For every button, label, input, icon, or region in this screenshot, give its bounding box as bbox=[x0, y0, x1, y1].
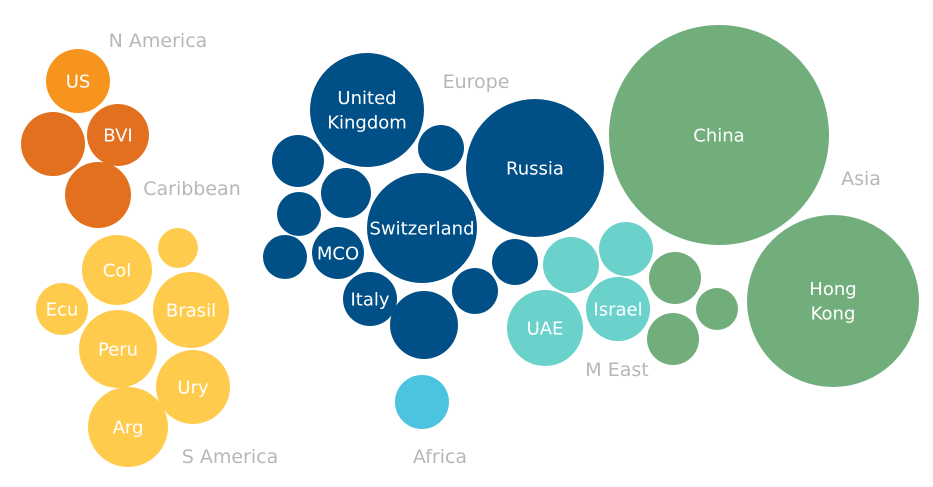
bubble-hong-kong: Hong Kong bbox=[747, 215, 919, 387]
bubble-ecu: Ecu bbox=[36, 283, 88, 335]
bubble-peru: Peru bbox=[79, 310, 157, 388]
bubble-label: Hong Kong bbox=[809, 279, 856, 324]
bubble-label: Brasil bbox=[166, 300, 216, 321]
bubble-us: US bbox=[46, 49, 110, 113]
bubble-asia-32 bbox=[696, 288, 738, 330]
bubble-label: United Kingdom bbox=[327, 88, 407, 133]
region-label-africa: Africa bbox=[413, 446, 467, 468]
bubble-col: Col bbox=[82, 235, 152, 305]
bubble-label: Ury bbox=[177, 377, 209, 398]
bubble-circle bbox=[156, 350, 230, 424]
bubble-caribbean-1 bbox=[21, 112, 85, 176]
bubble-label: Israel bbox=[593, 299, 642, 320]
bubble-label: Russia bbox=[506, 158, 564, 179]
bubble-circle bbox=[65, 162, 131, 228]
bubble-asia-31 bbox=[649, 252, 701, 304]
bubble-africa-24 bbox=[395, 375, 449, 429]
bubble-asia-33 bbox=[647, 313, 699, 365]
bubble-label: Italy bbox=[350, 289, 389, 310]
bubble-europe-15 bbox=[277, 192, 321, 236]
bubble-label: Ecu bbox=[46, 299, 79, 320]
bubble-united-kingdom: United Kingdom bbox=[310, 53, 424, 167]
bubble-circle bbox=[507, 290, 583, 366]
bubble-circle bbox=[390, 291, 458, 359]
bubble-label: Arg bbox=[113, 417, 144, 438]
bubble-label: Col bbox=[103, 260, 132, 281]
bubble-label: MCO bbox=[317, 243, 359, 264]
bubble-circle bbox=[310, 53, 424, 167]
bubble-caribbean-3 bbox=[65, 162, 131, 228]
region-label-north-america: N America bbox=[109, 30, 208, 52]
bubble-israel: Israel bbox=[586, 277, 650, 341]
bubble-label: China bbox=[693, 125, 744, 146]
bubble-circle bbox=[649, 252, 701, 304]
bubble-circle bbox=[21, 112, 85, 176]
bubble-europe-12 bbox=[418, 125, 464, 171]
bubble-circle bbox=[466, 99, 604, 237]
bubble-circle bbox=[696, 288, 738, 330]
bubble-circle bbox=[586, 277, 650, 341]
bubble-label: Switzerland bbox=[370, 218, 475, 239]
bubble-china: China bbox=[609, 25, 829, 245]
region-label-south-america: S America bbox=[182, 446, 278, 468]
bubble-circle bbox=[747, 215, 919, 387]
bubble-circle bbox=[492, 239, 538, 285]
bubble-south-america-4 bbox=[158, 228, 198, 268]
bubble-circle bbox=[609, 25, 829, 245]
bubble-europe-14 bbox=[321, 168, 371, 218]
bubbles-layer: US BVI Col Ecu Brasil Peru Ury Arg United Kingdom… bbox=[21, 25, 919, 467]
bubble-circle bbox=[153, 272, 229, 348]
bubble-circle bbox=[543, 237, 599, 293]
bubble-brasil: Brasil bbox=[153, 272, 229, 348]
bubble-circle bbox=[82, 235, 152, 305]
bubble-europe-13 bbox=[272, 135, 324, 187]
bubble-circle bbox=[321, 168, 371, 218]
bubble-uae: UAE bbox=[507, 290, 583, 366]
bubble-bvi: BVI bbox=[87, 104, 149, 166]
bubble-italy: Italy bbox=[343, 272, 397, 326]
bubble-circle bbox=[88, 387, 168, 467]
bubble-switzerland: Switzerland bbox=[367, 173, 477, 283]
bubble-middle-east-26 bbox=[599, 222, 653, 276]
bubble-mco: MCO bbox=[312, 227, 364, 279]
region-label-caribbean: Caribbean bbox=[143, 178, 241, 200]
region-labels-layer: N America Caribbean S America Europe Africa M… bbox=[109, 30, 881, 468]
bubble-europe-21 bbox=[492, 239, 538, 285]
bubble-europe-20 bbox=[452, 268, 498, 314]
bubble-circle bbox=[263, 235, 307, 279]
bubble-label: US bbox=[66, 71, 91, 92]
bubble-circle bbox=[367, 173, 477, 283]
bubble-label: BVI bbox=[103, 125, 132, 146]
region-label-middle-east: M East bbox=[585, 359, 648, 381]
bubble-circle bbox=[46, 49, 110, 113]
region-label-asia: Asia bbox=[841, 168, 881, 190]
bubble-circle bbox=[79, 310, 157, 388]
bubble-circle bbox=[599, 222, 653, 276]
bubble-circle bbox=[395, 375, 449, 429]
bubble-circle bbox=[452, 268, 498, 314]
bubble-circle bbox=[277, 192, 321, 236]
bubble-europe-22 bbox=[390, 291, 458, 359]
bubble-arg: Arg bbox=[88, 387, 168, 467]
bubble-circle bbox=[87, 104, 149, 166]
bubble-circle bbox=[343, 272, 397, 326]
bubble-circle bbox=[312, 227, 364, 279]
bubble-russia: Russia bbox=[466, 99, 604, 237]
bubble-label: Peru bbox=[98, 339, 138, 360]
bubble-ury: Ury bbox=[156, 350, 230, 424]
bubble-middle-east-25 bbox=[543, 237, 599, 293]
bubble-label: UAE bbox=[527, 318, 564, 339]
bubble-circle bbox=[272, 135, 324, 187]
bubble-circle bbox=[418, 125, 464, 171]
bubble-europe-17 bbox=[263, 235, 307, 279]
bubble-circle bbox=[36, 283, 88, 335]
region-label-europe: Europe bbox=[443, 71, 510, 93]
bubble-circle bbox=[158, 228, 198, 268]
bubble-circle bbox=[647, 313, 699, 365]
